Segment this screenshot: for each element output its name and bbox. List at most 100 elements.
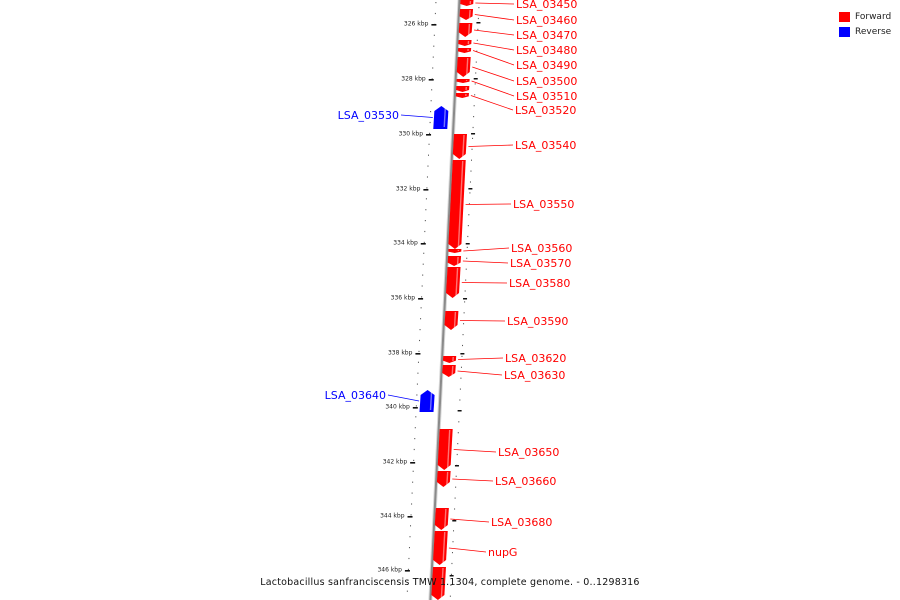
gene-leader-line (474, 14, 515, 21)
ruler-dot (474, 83, 476, 85)
ruler-dot (412, 470, 414, 472)
ruler-dot (465, 268, 467, 270)
gene-highlight (443, 106, 447, 128)
gene-arrow (437, 429, 453, 470)
gene-highlight (446, 471, 449, 486)
ruler-dot (429, 121, 431, 124)
ruler-dot (459, 399, 461, 401)
ruler-dot (419, 339, 421, 342)
ruler-dot (408, 557, 410, 560)
gene-leader-line (400, 114, 433, 118)
genome-caption: Lactobacillus sanfranciscensis TMW 1.130… (260, 577, 640, 588)
ruler-dot (462, 344, 464, 347)
ruler-dot (454, 497, 456, 499)
tick-label: 340 kbp (385, 404, 410, 411)
gene-leader-line (452, 478, 494, 482)
ruler-dot (425, 209, 427, 211)
gene-leader-line (450, 518, 490, 523)
ruler-dot (411, 492, 413, 494)
tick-mark (420, 243, 426, 245)
gene-label: LSA_03660 (495, 475, 556, 488)
ruler-dot (449, 595, 451, 597)
ruler-dot (433, 45, 435, 47)
ruler-dot (406, 590, 408, 592)
gene-arrow (448, 160, 466, 249)
gene-label: LSA_03580 (509, 277, 570, 290)
gene-arrow (456, 79, 470, 83)
tick-mark (418, 298, 424, 300)
gene-label: LSA_03560 (511, 242, 572, 255)
ruler-dot (430, 100, 432, 102)
ruler-dot (464, 301, 466, 303)
ruler-dot (454, 508, 456, 510)
tick-mark (410, 462, 416, 464)
gene-arrow (431, 567, 447, 600)
tick-label: 338 kbp (388, 350, 413, 357)
ruler-dot (453, 519, 455, 521)
ruler-dot (463, 323, 465, 325)
tick-label: 332 kbp (396, 186, 421, 193)
ruler-dot (424, 230, 426, 233)
gene-arrow (436, 471, 451, 487)
ruler-dot (428, 154, 430, 156)
tick-label: 342 kbp (383, 459, 408, 466)
ruler-dot (466, 257, 468, 259)
ruler-dash (463, 298, 468, 300)
gene-label: LSA_03650 (498, 446, 559, 459)
ruler-dash (457, 410, 462, 412)
gene-leader-line (453, 449, 497, 453)
gene-leader-line (462, 260, 509, 264)
ruler-dot (419, 329, 421, 331)
tick-label: 344 kbp (380, 513, 405, 520)
ruler-dot (477, 17, 479, 20)
legend-item-reverse: Reverse (839, 24, 891, 39)
gene-arrow (459, 9, 474, 20)
forward-swatch (839, 11, 850, 22)
ruler-dot (457, 443, 459, 445)
ruler-dot (417, 372, 419, 374)
gene-label: LSA_03640 (325, 389, 386, 402)
ruler-dot (457, 432, 459, 434)
gene-arrow (419, 390, 435, 412)
tick-label: 334 kbp (393, 240, 418, 247)
strand-legend: Forward Reverse (839, 9, 891, 39)
gene-highlight (466, 57, 469, 76)
gene-arrow (455, 93, 469, 98)
ruler-dot (432, 56, 434, 58)
gene-highlight (429, 390, 433, 411)
tick-mark (423, 189, 429, 191)
tick-mark (415, 353, 421, 355)
ruler-dot (414, 427, 416, 429)
ruler-dot (432, 67, 434, 69)
gene-arrow (434, 508, 449, 530)
ruler-dot (465, 279, 467, 281)
gene-arrow (447, 256, 462, 266)
ruler-dot (476, 39, 478, 41)
gene-arrow (458, 23, 473, 37)
ruler-dot (467, 235, 469, 238)
gene-label: LSA_03570 (510, 257, 571, 270)
gene-label: LSA_03510 (516, 90, 577, 103)
ruler-dot (423, 252, 425, 254)
legend-label-reverse: Reverse (855, 26, 892, 37)
gene-leader-line (459, 320, 506, 322)
gene-arrow (446, 267, 461, 298)
ruler-dot (426, 176, 428, 178)
ruler-dot (414, 438, 416, 440)
ruler-dot (469, 181, 471, 183)
ruler-dot (452, 541, 454, 543)
gene-arrow (457, 48, 472, 53)
gene-label: nupG (488, 546, 517, 559)
ruler-dot (431, 89, 433, 91)
ruler-dot (478, 7, 480, 9)
ruler-dot (466, 246, 468, 248)
ruler-dot (434, 12, 436, 15)
ruler-dot (413, 448, 415, 451)
ruler-dot (420, 318, 422, 320)
ruler-dot (412, 481, 414, 483)
tick-mark (431, 24, 437, 26)
gene-label: LSA_03500 (516, 75, 577, 88)
ruler-dot (410, 514, 412, 516)
